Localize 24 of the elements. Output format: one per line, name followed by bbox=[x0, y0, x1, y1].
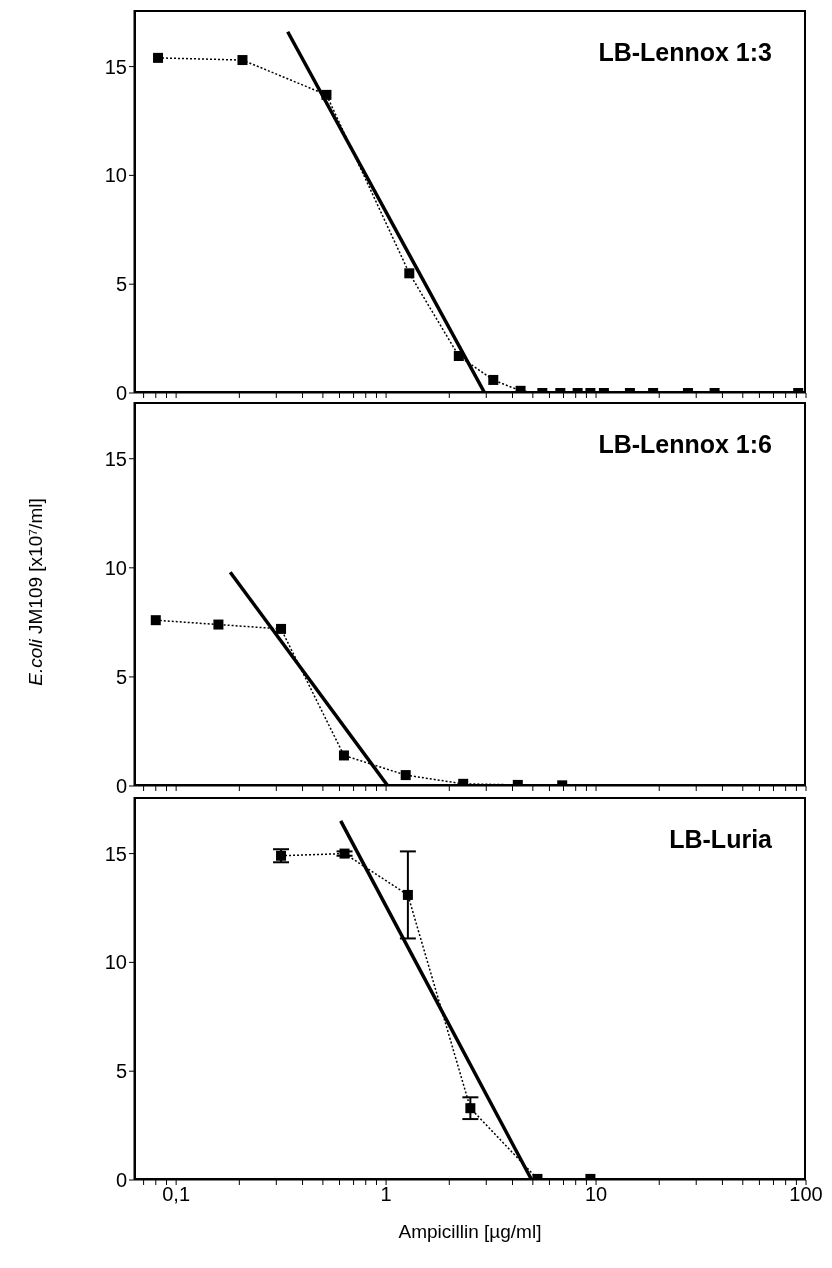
x-axis-title: Ampicillin [µg/ml] bbox=[398, 1221, 542, 1242]
y-tick-label: 15 bbox=[104, 55, 127, 78]
y-tick-label: 0 bbox=[115, 382, 127, 405]
point bbox=[276, 850, 287, 861]
text: LB-Luria bbox=[669, 825, 772, 854]
x-tick-label: 0,1 bbox=[162, 1183, 191, 1206]
x-tick-label: 100 bbox=[789, 1183, 823, 1206]
x-tick-label: 10 bbox=[584, 1183, 608, 1206]
y-tick-label: 0 bbox=[115, 775, 127, 798]
y-tick-label: 0 bbox=[115, 1169, 127, 1192]
y-axis-title: E.coli JM109 [x10⁷/ml] bbox=[25, 498, 46, 686]
y-tick-label: 10 bbox=[104, 556, 127, 579]
y-tick-label: 5 bbox=[115, 1060, 127, 1083]
point bbox=[402, 889, 413, 900]
y-tick-label: 15 bbox=[104, 447, 127, 470]
y-tick-label: 5 bbox=[115, 666, 127, 689]
y-tick-label: 5 bbox=[115, 273, 127, 296]
text: LB-Lennox 1:3 bbox=[598, 38, 772, 67]
point bbox=[339, 848, 350, 859]
y-tick-label: 10 bbox=[104, 951, 127, 974]
x-tick-label: 1 bbox=[380, 1183, 392, 1206]
text: LB-Lennox 1:6 bbox=[598, 430, 772, 459]
y-tick-label: 10 bbox=[104, 164, 127, 187]
y-tick-label: 15 bbox=[104, 842, 127, 865]
